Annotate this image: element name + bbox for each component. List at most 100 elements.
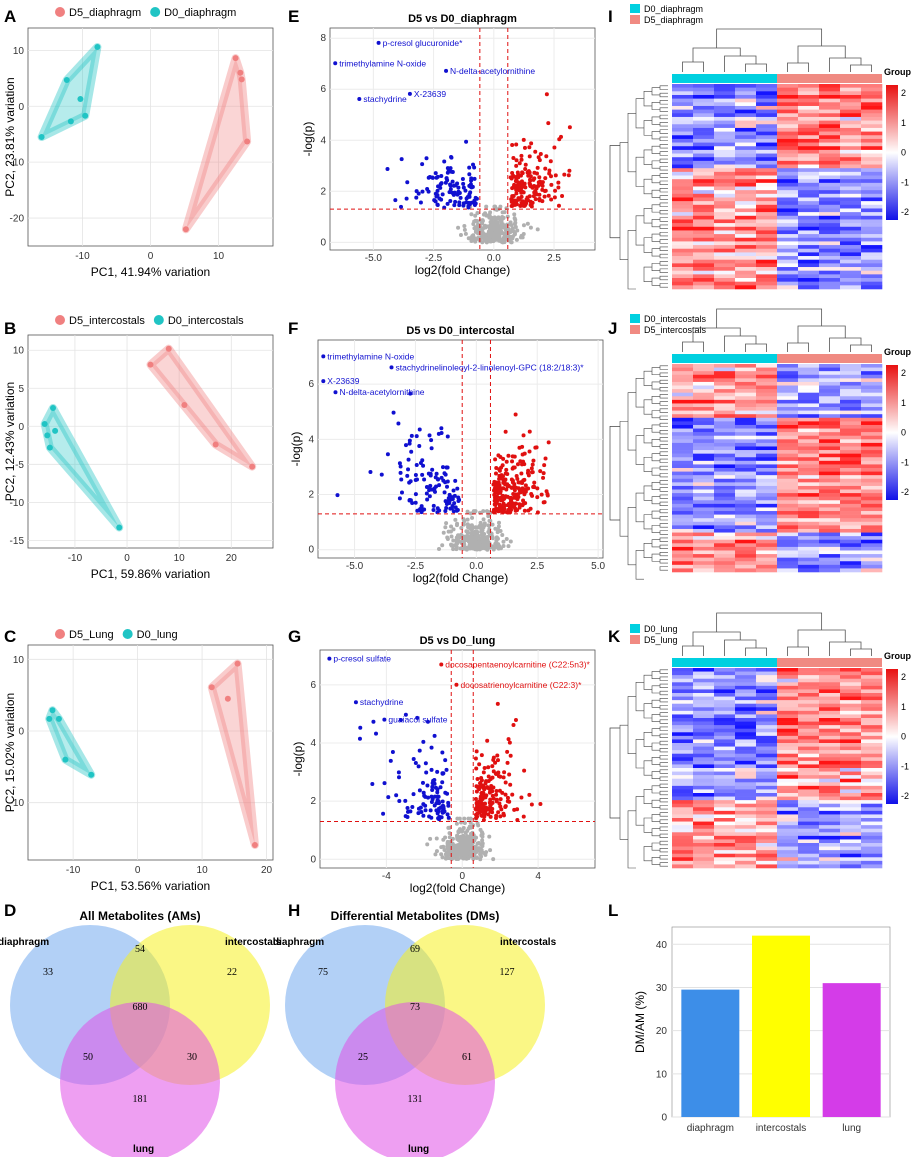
heatmap-cell — [819, 843, 841, 847]
heatmap-cell — [777, 536, 799, 541]
heatmap-cell — [693, 714, 715, 719]
heatmap-cell — [672, 270, 694, 275]
heatmap-cell — [798, 120, 820, 125]
heatmap-cell — [714, 248, 736, 253]
heatmap-cell — [693, 385, 715, 390]
up-point — [533, 197, 538, 202]
heatmap-cell — [714, 668, 736, 672]
heatmap-cell — [693, 446, 715, 451]
heatmap-cell — [693, 500, 715, 505]
ns-point — [453, 517, 458, 522]
up-point — [474, 766, 479, 771]
heatmap-cell — [735, 450, 757, 454]
heatmap-cell — [840, 843, 862, 847]
heatmap-cell — [819, 403, 841, 408]
down-point — [399, 157, 404, 162]
heatmap-cell — [840, 825, 862, 830]
heatmap-cell — [840, 832, 862, 837]
heatmap-cell — [777, 197, 799, 202]
ns-point — [446, 825, 451, 830]
heatmap-cell — [672, 208, 694, 213]
heatmap-cell — [840, 168, 862, 173]
heatmap-cell — [819, 190, 841, 195]
ns-point — [446, 855, 451, 860]
heatmap-cell — [819, 464, 841, 469]
ns-point — [455, 854, 460, 859]
heatmap-cell — [777, 543, 799, 548]
heatmap-cell — [840, 803, 862, 808]
dendrogram-branch — [850, 648, 872, 656]
heatmap-cell — [714, 215, 736, 220]
ns-point — [458, 232, 463, 237]
heatmap-cell — [777, 857, 799, 862]
heatmap-cell — [777, 568, 799, 573]
row-dendrogram — [619, 669, 668, 869]
up-point — [519, 471, 524, 476]
heatmap-cell — [798, 219, 820, 224]
heatmap-cell — [735, 157, 757, 162]
heatmap-cell — [714, 689, 736, 694]
heatmap-cell — [840, 164, 862, 169]
down-point — [472, 198, 477, 203]
down-point — [456, 185, 461, 190]
heatmap-cell — [756, 668, 778, 672]
point-annotation: stachydrine — [360, 697, 404, 707]
heatmap-cell — [693, 825, 715, 830]
down-point — [421, 802, 426, 807]
heatmap-cell — [861, 511, 883, 515]
up-point — [501, 480, 506, 485]
down-point — [424, 484, 429, 489]
ns-point — [456, 225, 461, 230]
heatmap-cell — [777, 245, 799, 250]
heatmap-cell — [693, 710, 715, 715]
up-point — [513, 718, 518, 723]
heatmap-cell — [756, 500, 778, 505]
heatmap-cell — [756, 793, 778, 797]
up-point — [522, 145, 527, 150]
heatmap-cell — [840, 446, 862, 451]
down-point — [370, 782, 375, 787]
up-point — [504, 487, 509, 492]
heatmap-cell — [756, 285, 778, 290]
up-point — [501, 813, 506, 818]
heatmap-cell — [819, 528, 841, 533]
heatmap-cell — [693, 821, 715, 826]
down-point — [416, 764, 421, 769]
heatmap-cell — [756, 550, 778, 555]
heatmap-cell — [777, 528, 799, 533]
heatmap-cell — [693, 703, 715, 708]
heatmap-cell — [819, 135, 841, 140]
down-point — [465, 194, 470, 199]
heatmap-cell — [819, 539, 841, 544]
down-point — [425, 783, 430, 788]
heatmap-cell — [693, 678, 715, 683]
legend-d0-swatch — [630, 314, 640, 323]
plot-title: D5 vs D0_lung — [420, 635, 496, 647]
heatmap-cell — [861, 828, 883, 833]
heatmap-cell — [777, 464, 799, 469]
down-point — [424, 770, 429, 775]
up-point — [511, 465, 516, 470]
legend-d5-swatch — [630, 15, 640, 24]
heatmap-cell — [735, 793, 757, 797]
down-point — [428, 483, 433, 488]
heatmap-cell — [798, 539, 820, 544]
heatmap-cell — [693, 392, 715, 397]
heatmap-cell — [798, 821, 820, 826]
heatmap-cell — [861, 389, 883, 393]
heatmap-cell — [735, 460, 757, 465]
down-point — [437, 483, 442, 488]
heatmap-cell — [693, 127, 715, 132]
heatmap-cell — [861, 561, 883, 566]
up-point — [516, 480, 521, 485]
ns-point — [481, 509, 486, 514]
heatmap-cell — [819, 557, 841, 562]
heatmap-cell — [714, 442, 736, 447]
heatmap-cell — [756, 543, 778, 548]
heatmap-cell — [840, 399, 862, 404]
heatmap-cell — [693, 190, 715, 195]
up-point — [567, 168, 572, 173]
up-point — [494, 797, 499, 802]
heatmap-cell — [840, 710, 862, 715]
heatmap-cell — [735, 87, 757, 92]
